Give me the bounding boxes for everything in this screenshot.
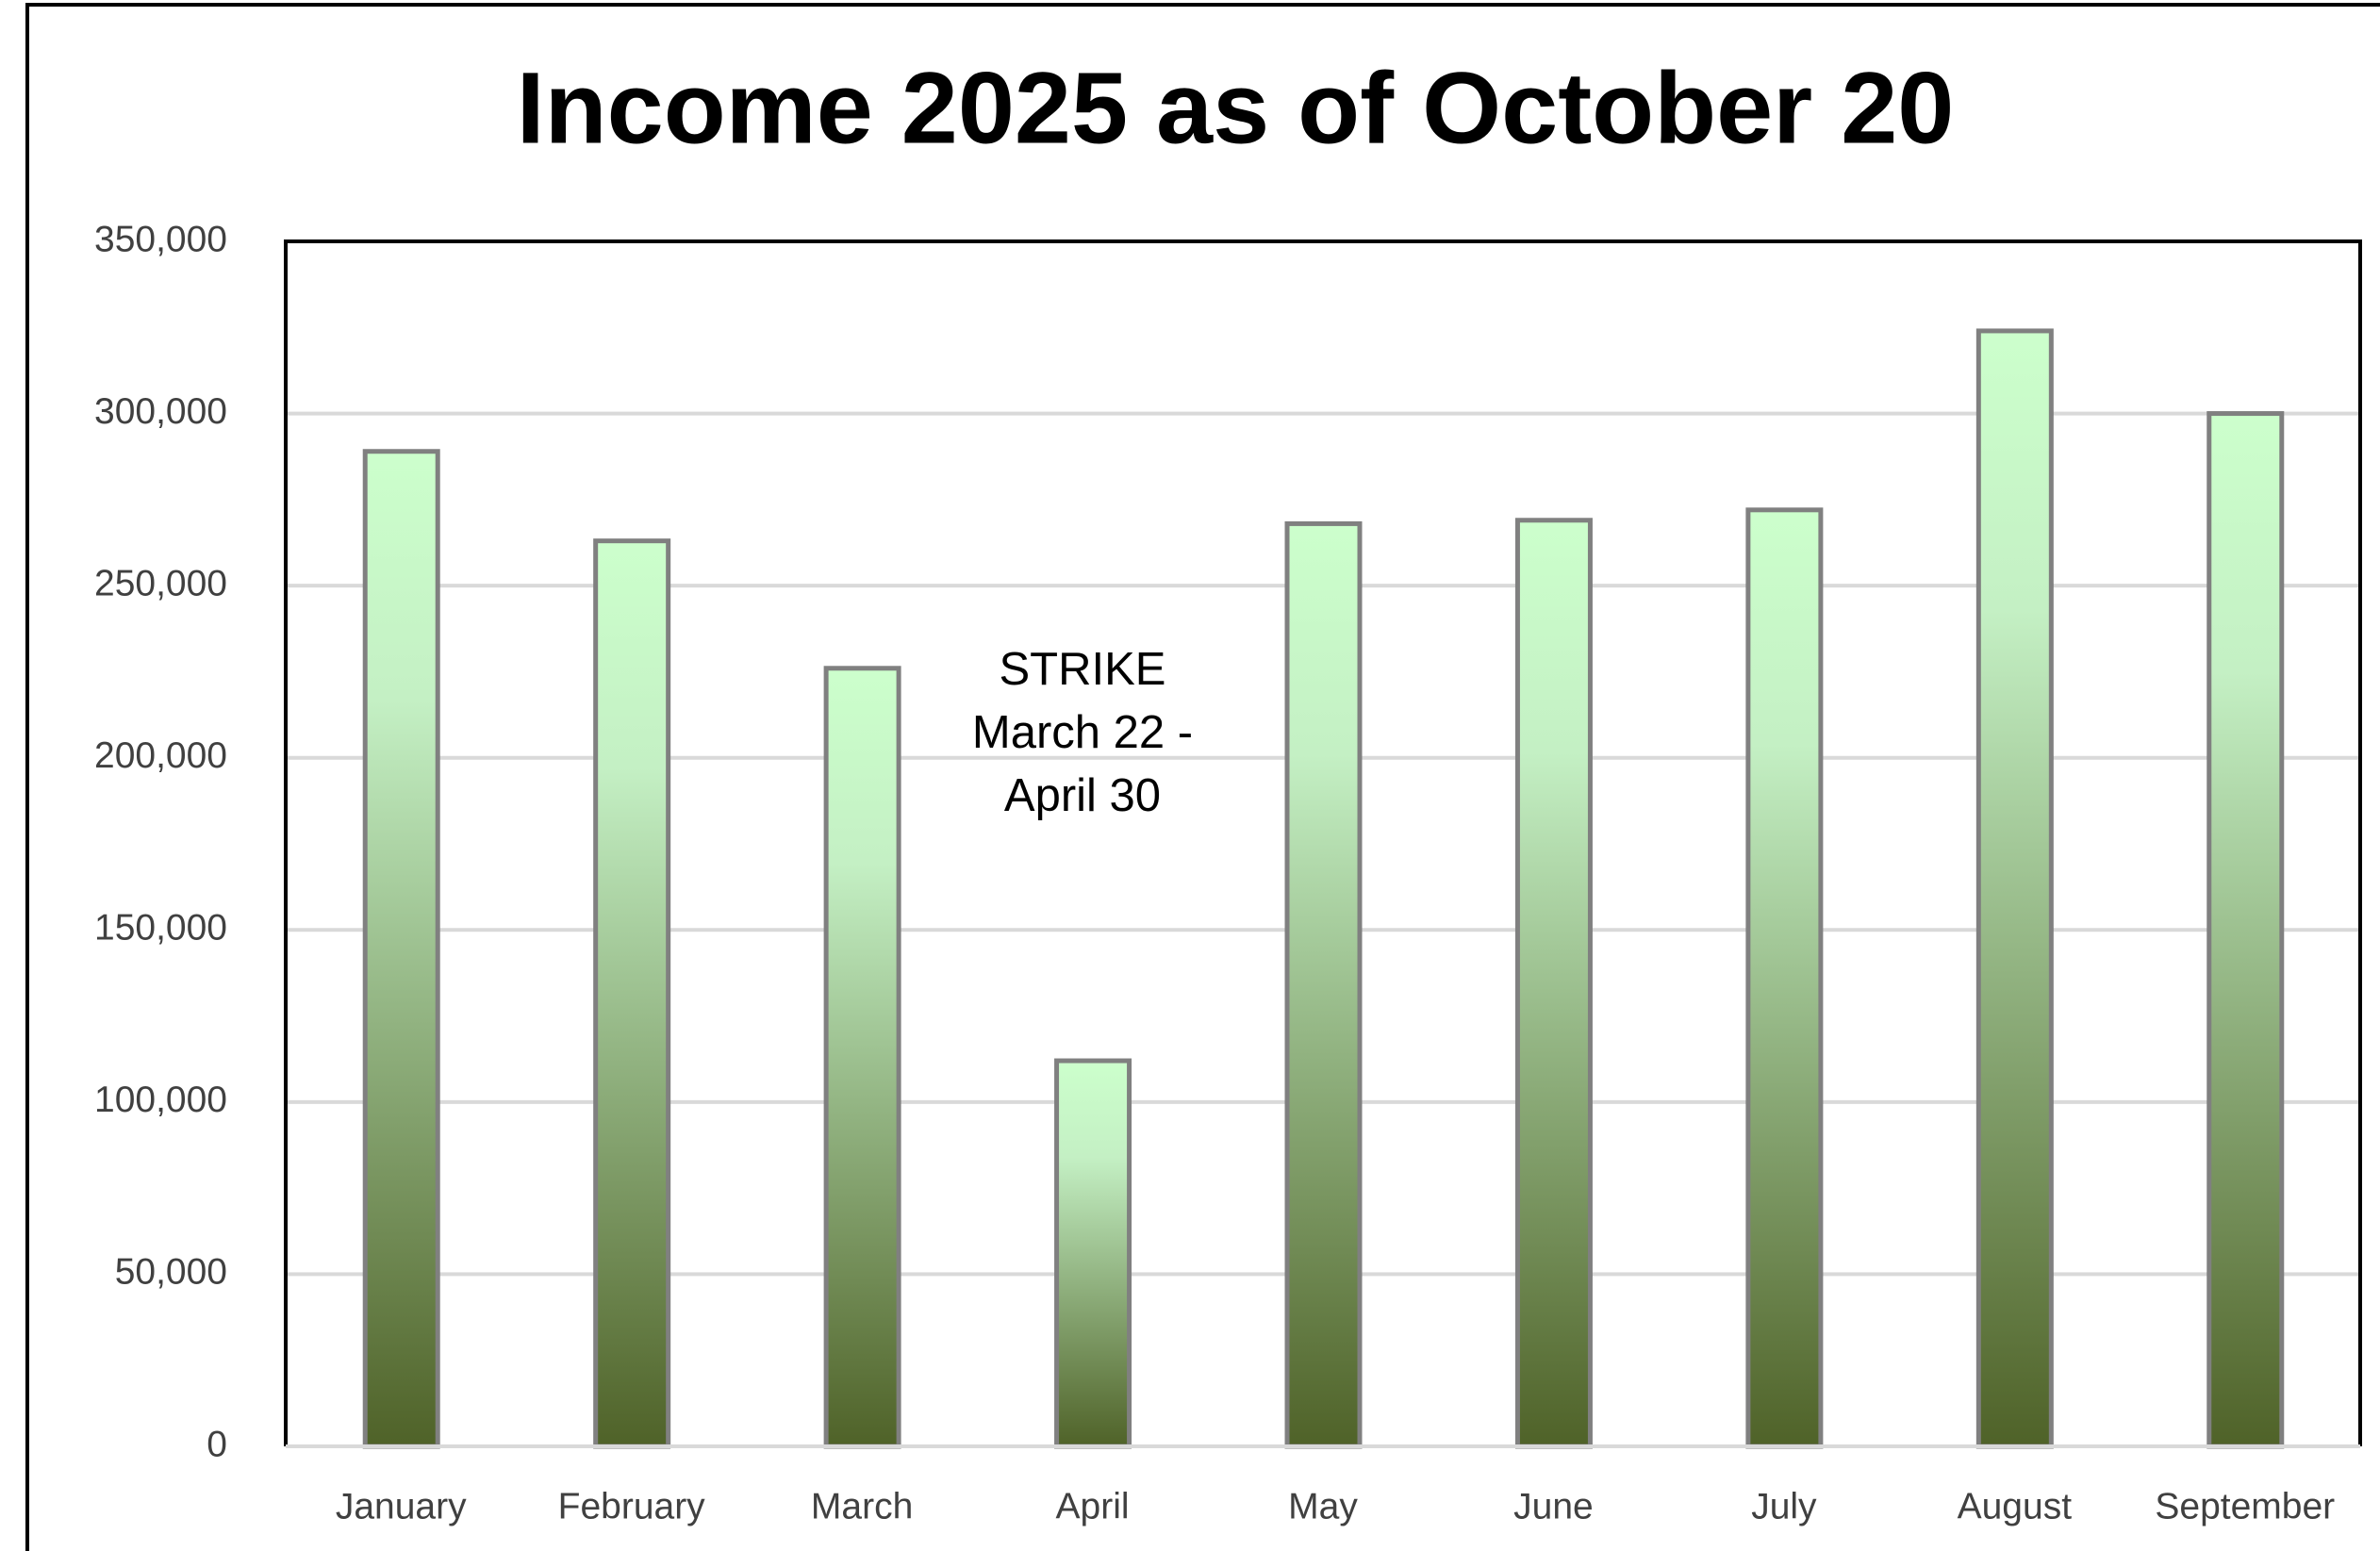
x-tick-label: September <box>2155 1486 2335 1526</box>
y-tick-label: 50,000 <box>115 1252 227 1293</box>
annotation: April 30 <box>1004 770 1161 821</box>
x-tick-label: April <box>1056 1486 1130 1526</box>
bar <box>823 666 901 1449</box>
x-tick-label: June <box>1513 1486 1594 1526</box>
bar <box>1745 507 1824 1449</box>
y-tick-label: 200,000 <box>94 735 227 776</box>
y-tick-label: 0 <box>207 1424 227 1464</box>
y-tick-label: 300,000 <box>94 391 227 432</box>
bar <box>1054 1058 1132 1449</box>
annotation: March 22 - <box>972 707 1193 758</box>
annotation: STRIKE <box>1000 644 1166 695</box>
x-tick-label: August <box>1958 1486 2073 1526</box>
bar <box>1284 520 1363 1449</box>
bar <box>593 538 671 1449</box>
x-tick-label: July <box>1751 1486 1817 1526</box>
y-tick-label: 100,000 <box>94 1080 227 1120</box>
y-tick-label: 250,000 <box>94 563 227 603</box>
plot-frame <box>284 239 2362 1446</box>
bar <box>1514 518 1593 1449</box>
y-tick-label: 350,000 <box>94 219 227 259</box>
x-tick-label: March <box>811 1486 913 1526</box>
bar <box>2206 411 2285 1449</box>
x-tick-label: May <box>1288 1486 1358 1526</box>
bar <box>362 449 440 1449</box>
x-tick-label: February <box>558 1486 706 1526</box>
chart-title: Income 2025 as of October 20 <box>517 51 1955 165</box>
bar <box>1975 328 2054 1449</box>
x-tick-label: January <box>336 1486 467 1526</box>
y-tick-label: 150,000 <box>94 908 227 949</box>
